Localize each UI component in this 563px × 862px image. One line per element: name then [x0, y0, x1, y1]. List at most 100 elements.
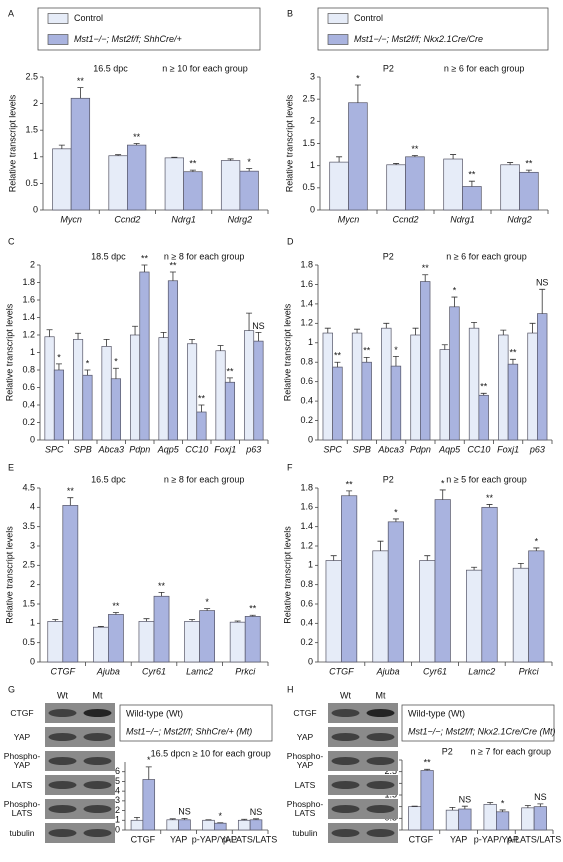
panel-letter: A: [8, 8, 14, 18]
error-bar: [392, 355, 399, 367]
significance-label: **: [424, 758, 432, 768]
error-bar: [392, 518, 399, 522]
bar: [322, 332, 333, 441]
error-bar: [500, 329, 507, 335]
blot-band: [48, 757, 77, 765]
error-bar: [486, 504, 493, 508]
x-tick-label: Mycn: [338, 214, 360, 224]
error-bar: [330, 555, 337, 561]
y-tick-label: 1.2: [300, 540, 313, 550]
panel-letter: E: [8, 462, 14, 472]
panel-letter: B: [287, 8, 293, 18]
error-bar: [52, 619, 59, 622]
bar: [184, 621, 200, 663]
y-tick-label: 1: [308, 560, 313, 570]
bar: [420, 281, 431, 441]
error-bar: [537, 803, 544, 807]
y-tick-label: 1.6: [300, 502, 313, 512]
error-bar: [227, 158, 234, 161]
y-tick-label: 0.2: [22, 417, 35, 427]
bar: [253, 340, 264, 441]
bar: [153, 595, 170, 663]
group-note: n ≥ 10 for each group: [162, 63, 248, 73]
bar: [481, 506, 498, 663]
bar: [341, 495, 358, 663]
bar: [521, 807, 535, 831]
bar: [468, 327, 480, 441]
bar: [466, 569, 483, 663]
x-tick-label: Ndrg2: [228, 214, 253, 224]
group-note: n ≥ 7 for each group: [470, 746, 551, 756]
significance-label: NS: [536, 278, 549, 288]
x-tick-label: p-LATS/LATS: [507, 834, 561, 844]
bar: [249, 819, 263, 831]
y-tick-label: 0.4: [22, 399, 35, 409]
y-tick-label: 0: [308, 656, 313, 666]
blot-strip: [45, 823, 115, 843]
error-bar: [55, 363, 62, 370]
bar: [528, 550, 545, 663]
bar: [386, 164, 406, 211]
bar: [178, 819, 191, 831]
bar: [348, 102, 368, 211]
x-tick-label: Ccnd2: [114, 214, 140, 224]
error-bar: [480, 392, 487, 396]
error-bar: [46, 329, 53, 337]
y-tick-label: 1: [115, 815, 120, 825]
y-tick-label: 1.8: [300, 482, 313, 492]
bar: [390, 365, 402, 441]
bar: [44, 336, 55, 441]
error-bar: [75, 332, 82, 340]
bar: [70, 97, 91, 211]
significance-label: **: [346, 479, 354, 489]
error-bar: [132, 325, 139, 335]
bar: [142, 779, 156, 831]
error-bar: [141, 264, 148, 272]
error-bar: [226, 377, 233, 383]
y-tick-label: 0.8: [300, 357, 313, 367]
bar: [507, 363, 519, 441]
bar: [196, 411, 207, 441]
blot-row-label: YAP: [13, 731, 31, 742]
blot-row-label: CTGF: [10, 707, 34, 718]
blot-band: [366, 805, 395, 813]
x-tick-label: Pdpn: [410, 444, 431, 454]
blot-band: [48, 709, 77, 717]
y-tick-label: 2: [310, 116, 315, 126]
significance-label: *: [356, 73, 360, 83]
blot-row-label: Phospho-LATS: [286, 799, 324, 818]
significance-label: **: [363, 346, 371, 356]
y-tick-label: 0: [30, 656, 35, 666]
y-tick-label: 0.6: [300, 376, 313, 386]
error-bar: [354, 328, 361, 334]
significance-label: **: [189, 158, 197, 168]
stage-label: P2: [383, 251, 394, 261]
blot-row-label: tubulin: [9, 827, 35, 838]
x-tick-label: Lamc2: [468, 666, 495, 676]
blot-band: [366, 709, 395, 717]
significance-label: **: [133, 132, 141, 142]
error-bar: [249, 614, 256, 617]
bar: [445, 809, 459, 831]
y-tick-label: 2.5: [302, 94, 315, 104]
blot-strip: [328, 775, 398, 795]
stage-label: 16.5 dpc: [91, 474, 126, 484]
x-tick-label: Pdpn: [129, 444, 150, 454]
error-bar: [133, 143, 140, 146]
y-tick-label: 4.5: [22, 482, 35, 492]
y-tick-label: 5: [115, 776, 120, 786]
bar: [533, 806, 547, 831]
y-tick-label: 1.8: [300, 259, 313, 269]
bar: [443, 158, 463, 211]
x-tick-label: CC10: [467, 444, 490, 454]
significance-label: **: [525, 158, 533, 168]
y-axis-label: Relative transcript levels: [282, 303, 292, 401]
y-tick-label: 1.6: [300, 279, 313, 289]
blot-band: [83, 781, 112, 789]
error-bar: [441, 344, 448, 350]
x-tick-label: SPC: [45, 444, 64, 454]
panel-letter: D: [287, 236, 294, 246]
error-bar: [158, 592, 165, 597]
bar: [214, 822, 227, 831]
y-tick-label: 1: [308, 337, 313, 347]
